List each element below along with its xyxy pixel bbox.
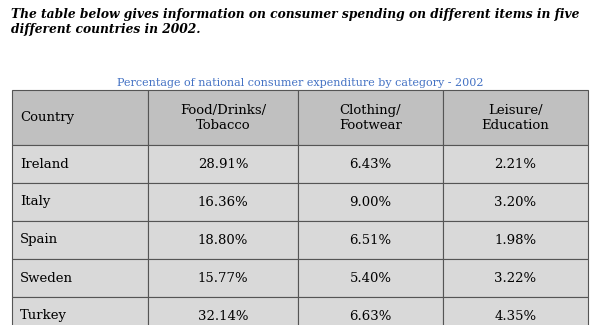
Text: Food/Drinks/
Tobacco: Food/Drinks/ Tobacco <box>180 103 266 132</box>
Text: Italy: Italy <box>20 196 50 209</box>
Text: 1.98%: 1.98% <box>494 233 536 246</box>
Text: 6.43%: 6.43% <box>349 158 392 171</box>
Text: Clothing/
Footwear: Clothing/ Footwear <box>339 103 402 132</box>
Text: 15.77%: 15.77% <box>197 271 248 284</box>
Text: 9.00%: 9.00% <box>349 196 392 209</box>
Text: Percentage of national consumer expenditure by category - 2002: Percentage of national consumer expendit… <box>117 78 483 88</box>
Text: 3.22%: 3.22% <box>494 271 536 284</box>
Text: Turkey: Turkey <box>20 309 67 322</box>
Text: 6.63%: 6.63% <box>349 309 392 322</box>
Text: 16.36%: 16.36% <box>197 196 248 209</box>
Text: The table below gives information on consumer spending on different items in fiv: The table below gives information on con… <box>11 8 579 36</box>
Text: 28.91%: 28.91% <box>198 158 248 171</box>
Text: Leisure/
Education: Leisure/ Education <box>482 103 550 132</box>
Text: 3.20%: 3.20% <box>494 196 536 209</box>
Text: Country: Country <box>20 111 74 124</box>
Text: Spain: Spain <box>20 233 58 246</box>
Text: 18.80%: 18.80% <box>198 233 248 246</box>
Text: 2.21%: 2.21% <box>494 158 536 171</box>
Text: 5.40%: 5.40% <box>349 271 391 284</box>
Text: Ireland: Ireland <box>20 158 69 171</box>
Text: 32.14%: 32.14% <box>198 309 248 322</box>
Text: 4.35%: 4.35% <box>494 309 536 322</box>
Text: Sweden: Sweden <box>20 271 73 284</box>
Text: 6.51%: 6.51% <box>349 233 392 246</box>
